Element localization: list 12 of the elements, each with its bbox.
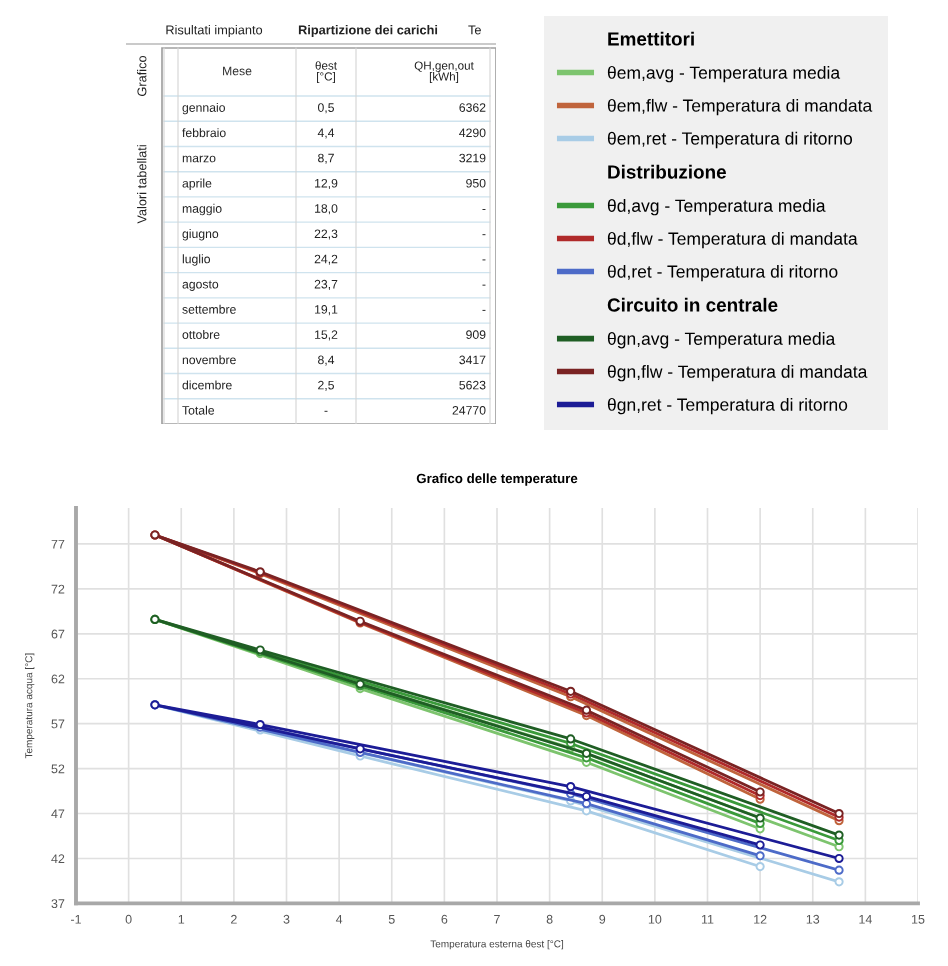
legend-label: θgn,ret - Temperatura di ritorno	[607, 397, 848, 415]
text: Emettitori	[608, 31, 694, 46]
legend-label: θgn,flw - Temperatura di mandata	[607, 365, 868, 382]
legend-label: θem,flw - Temperatura di mandata	[607, 98, 873, 116]
legend-label: θem,ret - Temperatura di ritorno	[607, 131, 853, 149]
legend-label: θd,avg - Temperatura media	[607, 199, 826, 216]
legend-label: θem,avg - Temperatura media	[607, 65, 841, 83]
text: Distribuzione	[608, 164, 726, 179]
legend-label: θd,ret - Temperatura di ritorno	[607, 264, 838, 282]
legend-label: θgn,avg - Temperatura media	[607, 332, 836, 349]
legend-label: θd,flw - Temperatura di mandata	[607, 231, 858, 249]
text: Circuito in centrale	[607, 297, 778, 312]
